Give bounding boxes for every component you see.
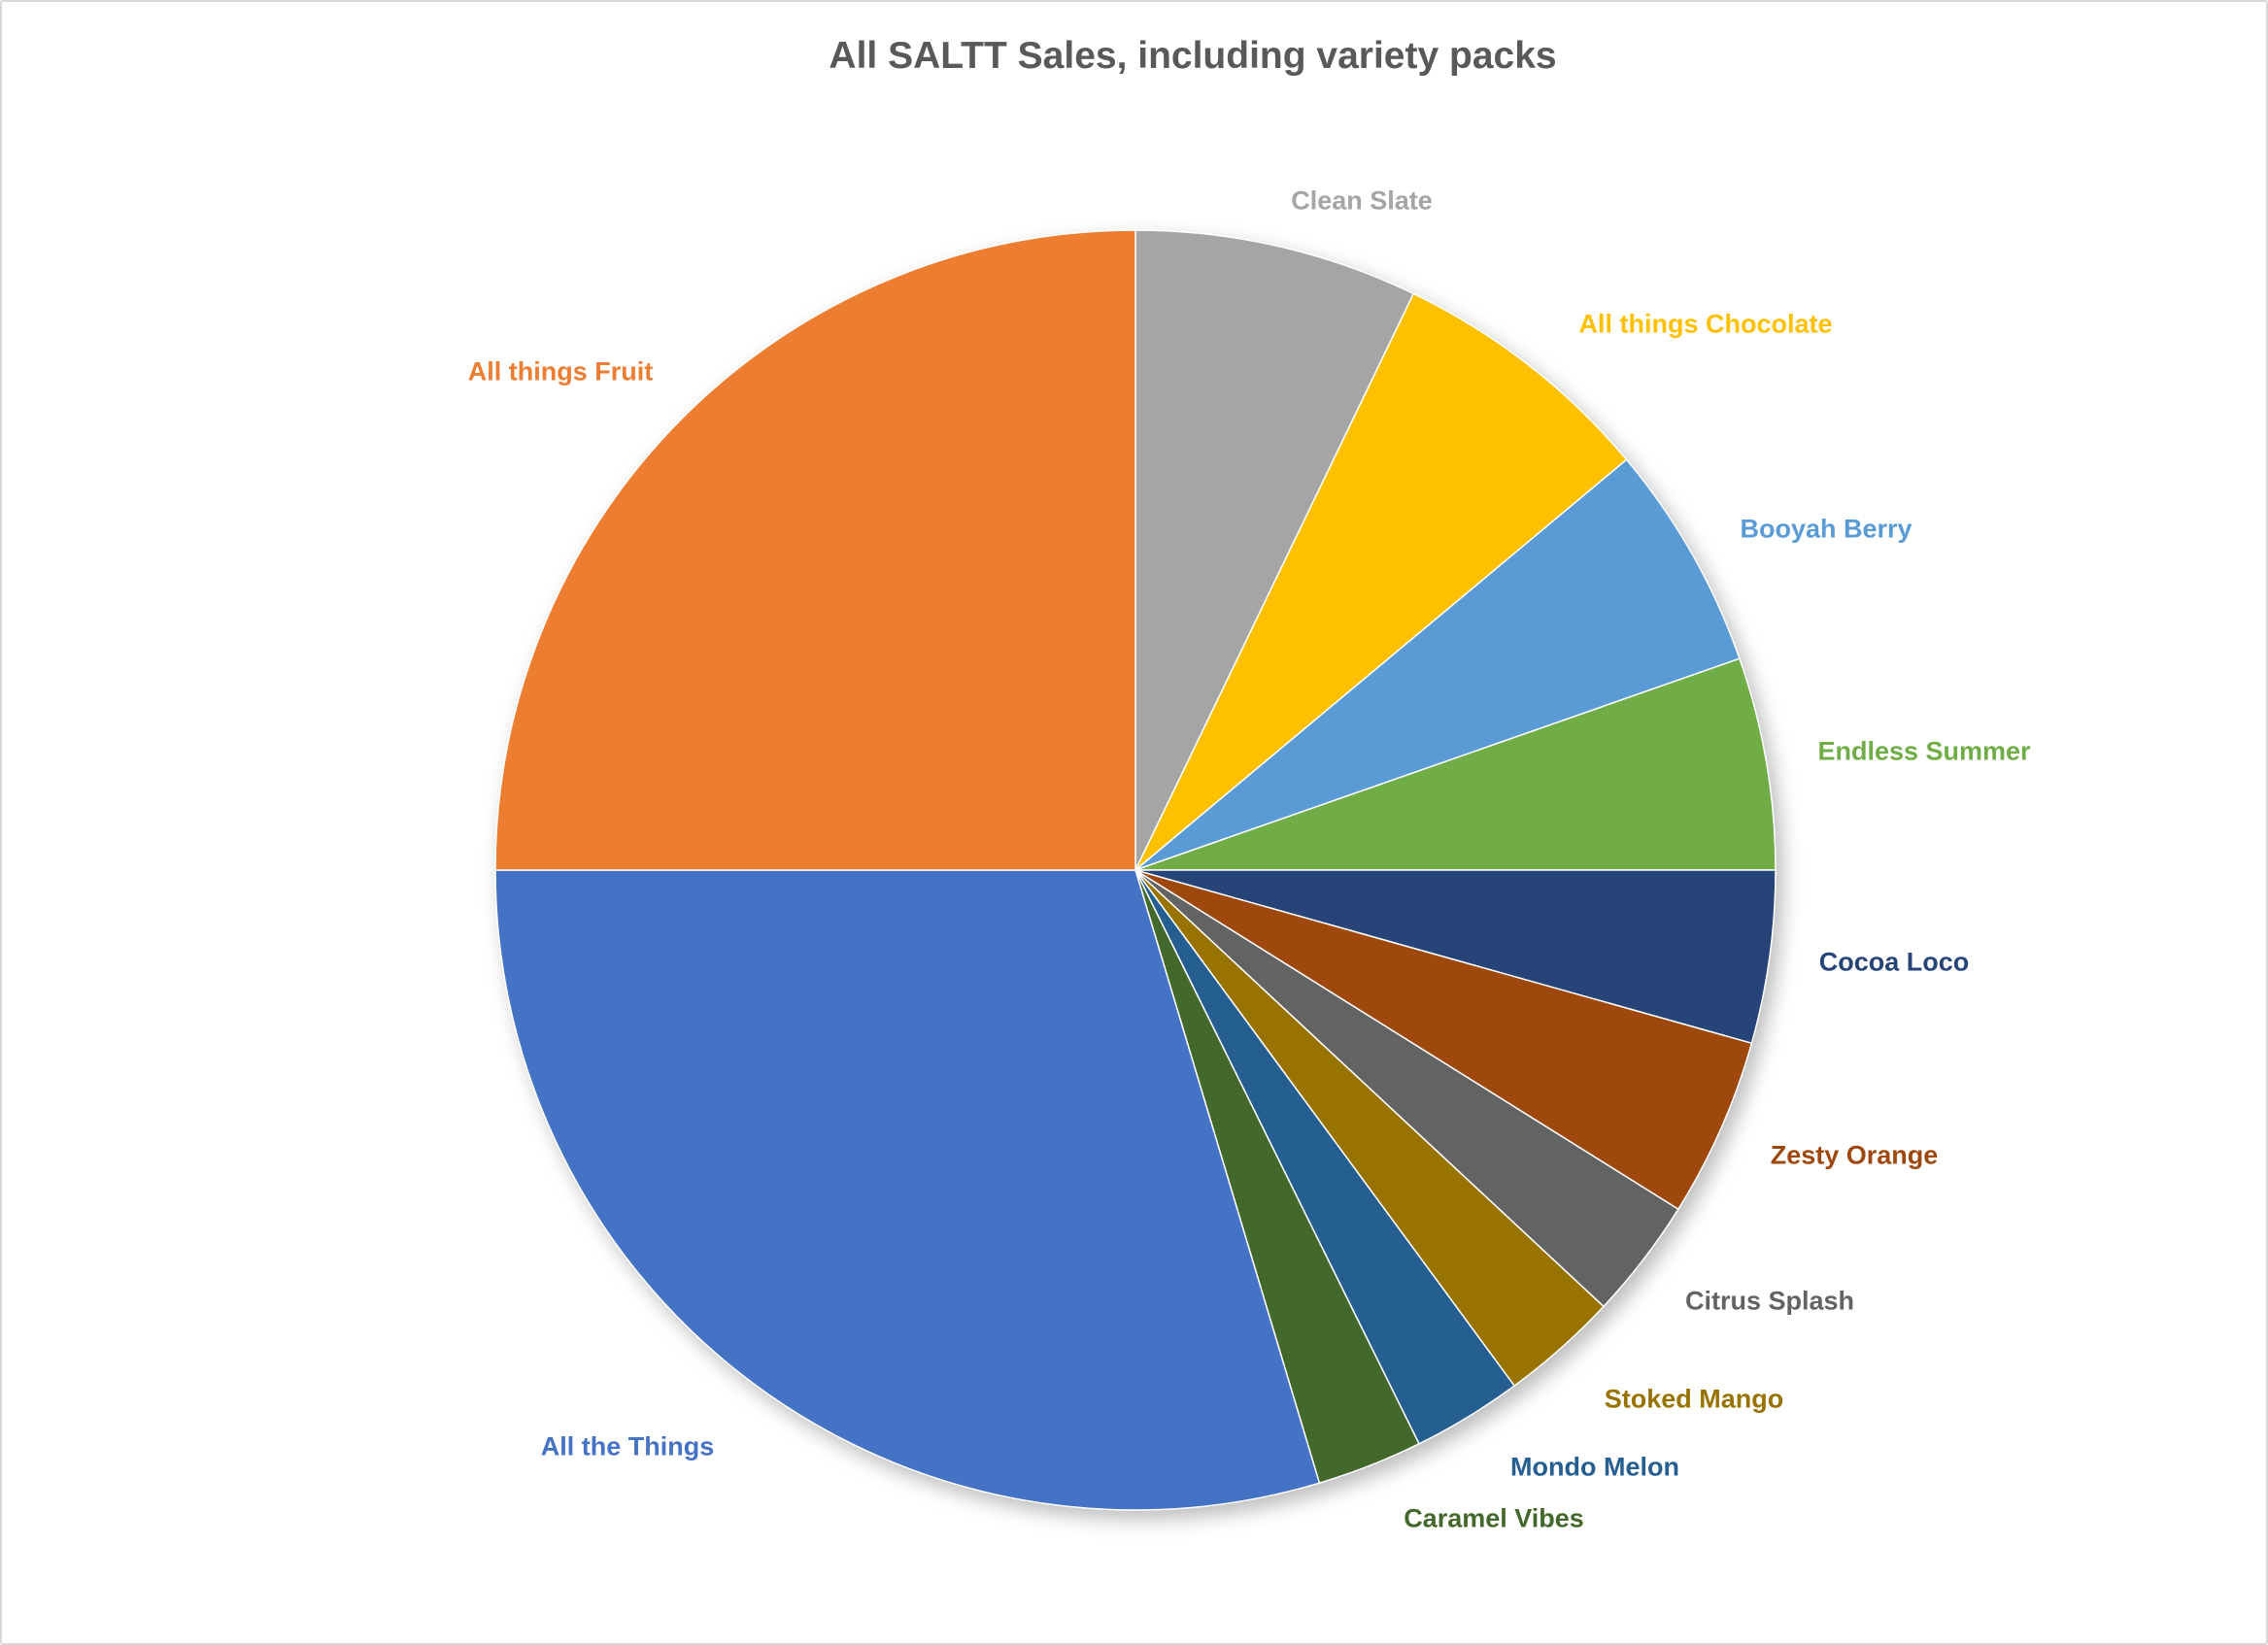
pie-slice-zesty-orange[interactable] xyxy=(1134,869,1753,1210)
slice-label-citrus-splash: Citrus Splash xyxy=(1684,1286,1855,1316)
slice-label-stoked-mango: Stoked Mango xyxy=(1604,1384,1784,1414)
pie-slices-group xyxy=(494,229,1777,1511)
slice-label-caramel-vibes: Caramel Vibes xyxy=(1404,1503,1584,1533)
pie-slice-cocoa-loco[interactable] xyxy=(1134,869,1777,1045)
pie-slice-booyah-berry[interactable] xyxy=(1134,458,1741,871)
slice-label-endless-summer: Endless Summer xyxy=(1817,736,2031,766)
pie-slice-clean-slate[interactable] xyxy=(1134,229,1415,871)
slice-label-zesty-orange: Zesty Orange xyxy=(1770,1140,1939,1170)
pie-slice-all-things-chocolate[interactable] xyxy=(1134,292,1628,871)
slice-label-all-things-fruit: All things Fruit xyxy=(467,356,654,386)
chart-title: All SALTT Sales, including variety packs xyxy=(829,35,1557,77)
slice-label-mondo-melon: Mondo Melon xyxy=(1510,1452,1679,1482)
pie-slice-all-the-things[interactable] xyxy=(494,869,1321,1511)
pie-slice-all-things-fruit[interactable] xyxy=(494,229,1136,871)
slice-label-booyah-berry: Booyah Berry xyxy=(1740,514,1913,544)
pie-slice-endless-summer[interactable] xyxy=(1134,657,1777,871)
slice-label-all-the-things: All the Things xyxy=(540,1431,715,1461)
slice-label-cocoa-loco: Cocoa Loco xyxy=(1818,947,1970,977)
slice-label-clean-slate: Clean Slate xyxy=(1291,185,1433,216)
slice-label-all-things-chocolate: All things Chocolate xyxy=(1578,309,1833,339)
